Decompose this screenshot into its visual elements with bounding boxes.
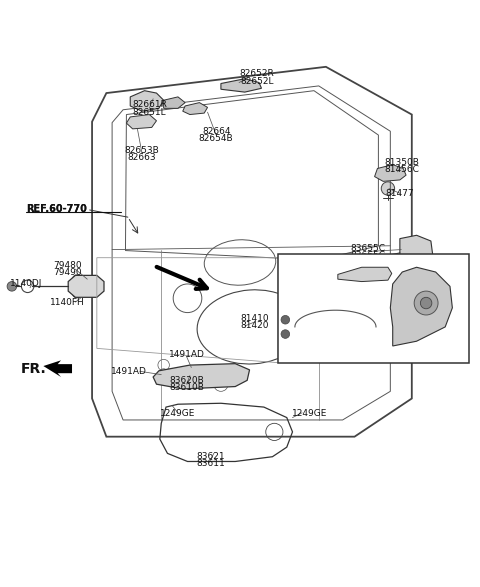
- Polygon shape: [183, 103, 207, 114]
- Text: 82496R: 82496R: [361, 299, 396, 309]
- Text: 83610B: 83610B: [169, 383, 204, 392]
- Text: 82663: 82663: [128, 153, 156, 162]
- Polygon shape: [130, 90, 164, 111]
- Polygon shape: [68, 275, 104, 298]
- Text: REF.60-770: REF.60-770: [26, 204, 87, 214]
- Text: 82661R: 82661R: [132, 100, 167, 110]
- Polygon shape: [126, 114, 156, 129]
- Polygon shape: [374, 164, 406, 181]
- Text: 83621: 83621: [196, 452, 225, 461]
- Text: 81471F: 81471F: [354, 342, 388, 352]
- Text: 83611: 83611: [196, 460, 225, 468]
- Circle shape: [281, 330, 289, 338]
- Text: 1249GE: 1249GE: [160, 409, 196, 419]
- Text: 82651L: 82651L: [132, 107, 166, 117]
- Text: 81456C: 81456C: [385, 165, 420, 174]
- Text: 82652R: 82652R: [240, 69, 274, 79]
- Text: 81350B: 81350B: [385, 158, 420, 167]
- Text: 81420: 81420: [240, 321, 269, 330]
- Text: 82654B: 82654B: [199, 134, 233, 143]
- Circle shape: [420, 298, 432, 309]
- Text: 1140DJ: 1140DJ: [10, 278, 42, 288]
- Bar: [278, 254, 469, 363]
- Text: 1140FH: 1140FH: [50, 298, 84, 306]
- Text: REF.60-770: REF.60-770: [26, 204, 87, 214]
- Polygon shape: [390, 267, 452, 346]
- Text: 79490: 79490: [53, 268, 82, 278]
- Text: 83620B: 83620B: [169, 376, 204, 385]
- Text: 83655C: 83655C: [350, 244, 385, 252]
- Text: 79480: 79480: [53, 261, 82, 271]
- Polygon shape: [153, 364, 250, 389]
- Text: 81482A: 81482A: [421, 275, 456, 284]
- Text: 81410: 81410: [240, 314, 269, 323]
- Text: 1491AD: 1491AD: [111, 367, 147, 376]
- Text: 81491F: 81491F: [284, 302, 318, 311]
- Text: 82486L: 82486L: [361, 292, 395, 301]
- Circle shape: [72, 289, 81, 298]
- Polygon shape: [400, 235, 433, 269]
- Text: 81481A: 81481A: [420, 268, 456, 276]
- Circle shape: [72, 275, 81, 284]
- Circle shape: [7, 282, 17, 291]
- Text: FR.: FR.: [21, 362, 46, 376]
- Text: 82664: 82664: [202, 127, 230, 136]
- Text: 83665C: 83665C: [350, 251, 385, 260]
- Polygon shape: [221, 79, 262, 92]
- Text: 82653B: 82653B: [125, 146, 159, 155]
- Polygon shape: [164, 97, 185, 109]
- Polygon shape: [338, 267, 392, 282]
- Text: 81477: 81477: [385, 189, 414, 198]
- Circle shape: [414, 291, 438, 315]
- Text: 1491AD: 1491AD: [168, 350, 204, 359]
- Text: 1249GE: 1249GE: [291, 409, 327, 419]
- Polygon shape: [43, 360, 72, 377]
- Circle shape: [281, 315, 289, 324]
- Circle shape: [381, 182, 395, 195]
- Text: 82652L: 82652L: [240, 77, 274, 86]
